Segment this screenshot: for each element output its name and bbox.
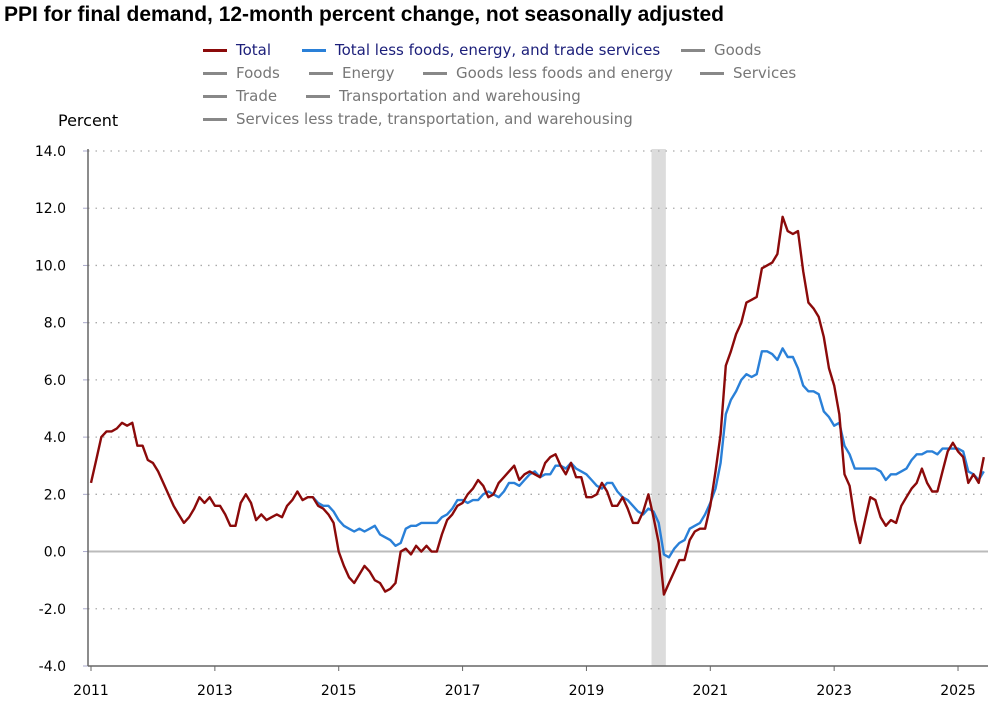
legend-item-core[interactable]: Total less foods, energy, and trade serv… (302, 41, 660, 59)
legend-swatch (700, 71, 724, 75)
y-tick-label: 14.0 (35, 144, 66, 160)
y-tick-label: 10.0 (35, 258, 66, 274)
x-tick-label: 2017 (445, 683, 481, 699)
legend-label: Total less foods, energy, and trade serv… (335, 41, 661, 59)
legend-label: Energy (342, 64, 395, 82)
y-tick-label: 4.0 (44, 430, 66, 446)
chart-title: PPI for final demand, 12-month percent c… (4, 3, 724, 26)
legend-item-foods[interactable]: Foods (203, 64, 280, 82)
y-tick-label: 8.0 (44, 316, 66, 332)
legend-item-trade[interactable]: Trade (203, 87, 277, 105)
x-tick-label: 2013 (197, 683, 233, 699)
legend-swatch (309, 71, 333, 75)
x-tick-label: 2019 (569, 683, 605, 699)
y-tick-label: 12.0 (35, 201, 66, 217)
legend-swatch (203, 117, 227, 121)
y-axis-label: Percent (58, 111, 119, 130)
series-line-total (89, 215, 985, 596)
y-tick-label: 2.0 (44, 487, 66, 503)
x-tick-label: 2025 (940, 683, 976, 699)
legend-item-energy[interactable]: Energy (309, 64, 395, 82)
y-tick-label: 6.0 (44, 373, 66, 389)
legend-item-transportation[interactable]: Transportation and warehousing (306, 87, 581, 105)
legend-label: Trade (236, 87, 278, 105)
legend-item-services[interactable]: Services (700, 64, 796, 82)
legend-label: Services (733, 64, 797, 82)
x-tick-label: 2023 (816, 683, 852, 699)
y-tick-label: 0.0 (44, 545, 66, 561)
y-tick-label: -4.0 (39, 659, 66, 675)
x-tick-label: 2015 (321, 683, 357, 699)
legend-label: Transportation and warehousing (339, 87, 581, 105)
legend-item-goods[interactable]: Goods (681, 41, 761, 59)
legend-swatch (203, 94, 227, 98)
y-tick-label: -2.0 (39, 602, 66, 618)
legend-swatch (681, 48, 705, 52)
x-tick-label: 2011 (73, 683, 109, 699)
legend-label: Goods (714, 41, 762, 59)
shaded-period (651, 149, 666, 666)
legend-swatch (203, 71, 227, 75)
legend-label: Total (236, 41, 272, 59)
legend-item-goods-less[interactable]: Goods less foods and energy (423, 64, 673, 82)
x-tick-label: 2021 (692, 683, 728, 699)
legend-swatch (302, 48, 326, 52)
legend-label: Goods less foods and energy (456, 64, 673, 82)
legend-item-services-less[interactable]: Services less trade, transportation, and… (203, 110, 633, 128)
legend-label: Services less trade, transportation, and… (236, 110, 633, 128)
legend-swatch (203, 48, 227, 52)
legend-item-total[interactable]: Total (203, 41, 271, 59)
legend-label: Foods (236, 64, 280, 82)
legend-swatch (306, 94, 330, 98)
legend-swatch (423, 71, 447, 75)
